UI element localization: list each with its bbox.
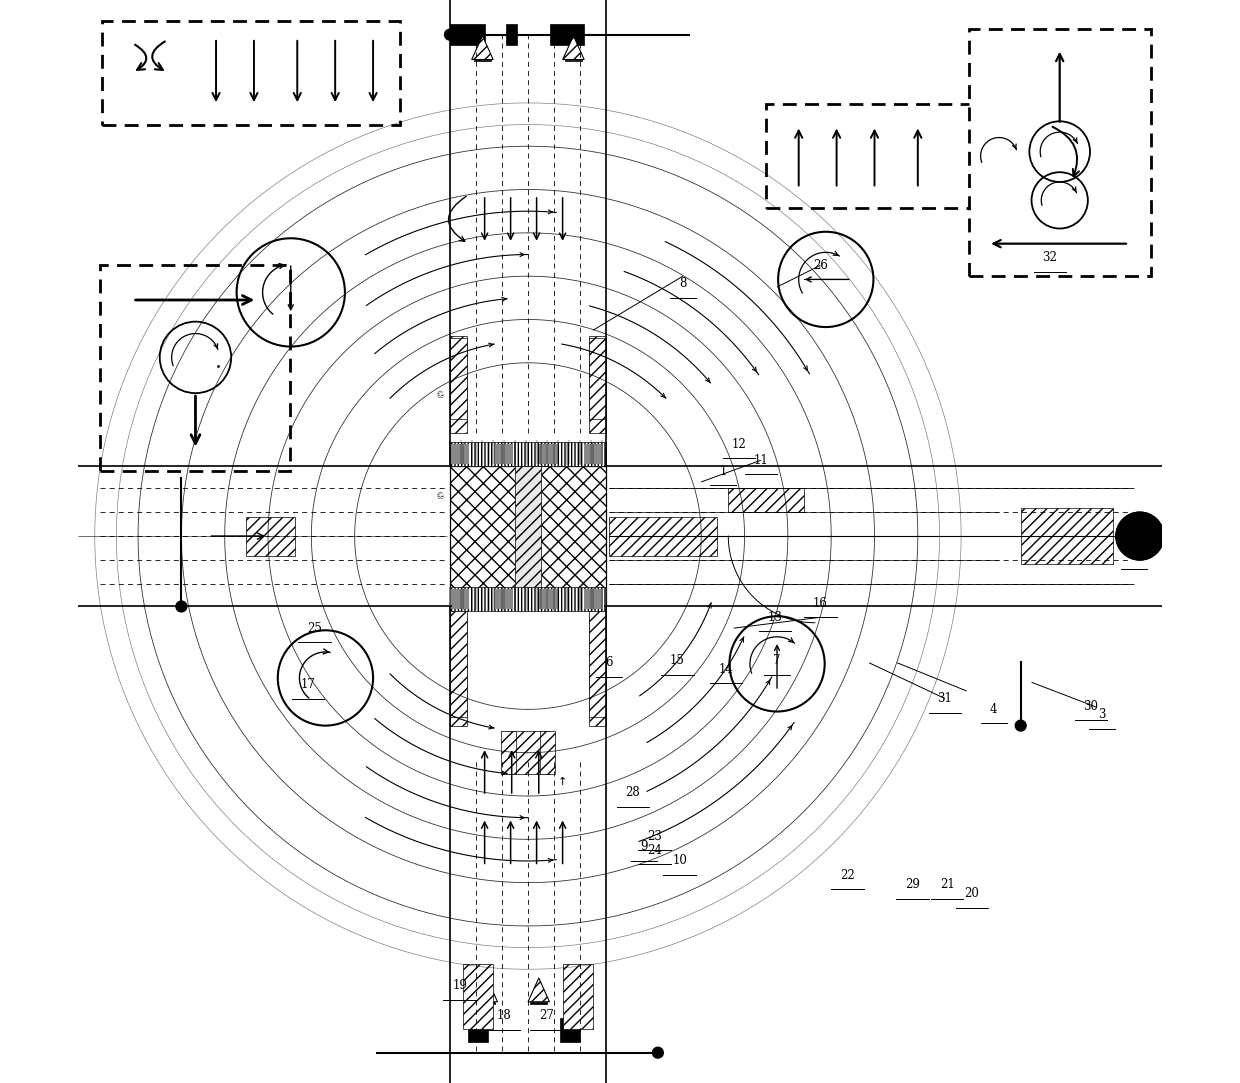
Bar	[450, 611, 467, 717]
Circle shape	[1116, 512, 1163, 560]
Bar	[474, 60, 491, 62]
Bar	[463, 964, 494, 1029]
Bar	[589, 336, 606, 433]
Text: 30: 30	[1084, 700, 1099, 713]
Bar	[450, 442, 606, 466]
Circle shape	[652, 1047, 663, 1058]
Bar	[539, 589, 558, 609]
Text: 28: 28	[626, 786, 640, 799]
Text: 1: 1	[719, 465, 727, 478]
Text: 27: 27	[539, 1009, 554, 1022]
Text: 15: 15	[670, 654, 684, 667]
Text: 21: 21	[940, 878, 955, 891]
Text: 8: 8	[680, 277, 687, 290]
Bar	[450, 444, 469, 464]
Bar	[1021, 508, 1112, 564]
Bar	[450, 587, 606, 611]
Bar	[469, 1018, 487, 1042]
Text: 29: 29	[905, 878, 920, 891]
Text: 22: 22	[839, 869, 854, 882]
Circle shape	[1116, 512, 1163, 560]
Text: ♲: ♲	[435, 390, 444, 401]
Bar	[565, 60, 582, 62]
Bar	[589, 611, 606, 717]
Bar	[450, 466, 606, 606]
Text: 4: 4	[990, 703, 997, 716]
Circle shape	[176, 601, 187, 612]
Bar	[531, 1002, 547, 1004]
Text: ♲: ♲	[435, 491, 444, 501]
Text: 24: 24	[647, 844, 662, 857]
Circle shape	[445, 29, 455, 40]
Bar	[584, 444, 603, 464]
Text: 20: 20	[965, 887, 980, 900]
Text: 26: 26	[813, 259, 828, 272]
Text: 14: 14	[719, 663, 734, 676]
Circle shape	[1016, 720, 1027, 731]
Bar	[450, 617, 467, 726]
Bar	[560, 1018, 580, 1042]
Bar	[766, 104, 1118, 208]
Bar	[539, 731, 556, 774]
Text: 2: 2	[1131, 548, 1138, 561]
Bar	[609, 517, 718, 556]
Bar	[247, 517, 295, 556]
Bar	[100, 265, 290, 471]
Text: 31: 31	[937, 692, 952, 705]
Bar	[728, 488, 804, 512]
Bar	[450, 589, 469, 609]
Bar	[103, 21, 401, 125]
Text: 7: 7	[774, 654, 781, 667]
Polygon shape	[476, 978, 497, 1002]
Text: 9: 9	[640, 840, 647, 853]
Bar	[549, 24, 584, 45]
Bar	[506, 24, 517, 45]
Bar	[539, 444, 558, 464]
Text: 23: 23	[647, 830, 662, 843]
Bar	[968, 29, 1151, 276]
Bar	[479, 1002, 495, 1004]
Text: 32: 32	[1043, 251, 1058, 264]
Polygon shape	[528, 978, 549, 1002]
Bar	[563, 964, 593, 1029]
Text: 11: 11	[754, 454, 768, 467]
Text: 3: 3	[1099, 708, 1106, 721]
Polygon shape	[471, 36, 494, 60]
Text: 10: 10	[672, 854, 687, 867]
Text: 12: 12	[732, 438, 746, 451]
Text: 19: 19	[453, 979, 467, 992]
Text: 6: 6	[605, 656, 613, 669]
Bar	[501, 731, 516, 774]
Bar	[495, 589, 513, 609]
Bar	[450, 24, 485, 45]
Text: ↑: ↑	[558, 777, 567, 787]
Text: 16: 16	[813, 597, 828, 610]
Bar	[450, 336, 467, 433]
Bar	[584, 589, 603, 609]
Bar	[495, 444, 513, 464]
Bar	[515, 466, 541, 606]
Bar	[589, 338, 606, 419]
Text: 17: 17	[300, 678, 315, 691]
Polygon shape	[563, 36, 584, 60]
Text: 25: 25	[308, 622, 322, 635]
Text: 18: 18	[497, 1009, 511, 1022]
Bar	[450, 338, 467, 419]
Text: 13: 13	[768, 611, 782, 624]
Bar	[506, 731, 549, 774]
Bar	[589, 617, 606, 726]
